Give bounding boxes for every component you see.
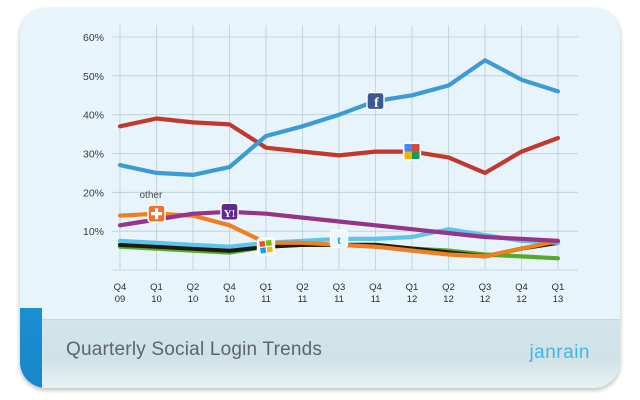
svg-text:f: f <box>374 96 379 111</box>
yahoo-icon: Y! <box>220 202 239 221</box>
x-axis-tick-year: 12 <box>516 294 527 305</box>
x-axis-tick-quarter: Q4 <box>515 282 528 293</box>
janrain-logo: janrain <box>529 342 590 363</box>
chart-plot-area: 10% 20% 30% 40% 50% 60% Q4 09 Q1 10 Q2 10 Q4 10 Q1 11 Q2… <box>20 8 620 318</box>
y-axis-tick: 50% <box>83 71 104 83</box>
x-axis-tick-year: 12 <box>407 294 418 305</box>
x-axis-tick-year: 12 <box>480 294 491 305</box>
y-axis-tick: 20% <box>83 187 104 199</box>
twitter-icon: t <box>329 229 349 249</box>
x-axis-tick-year: 10 <box>151 294 162 305</box>
footer-banner: Quarterly Social Login Trends janrain <box>20 308 620 388</box>
x-axis-tick-year: 11 <box>261 294 271 305</box>
x-axis-tick-quarter: Q2 <box>296 282 309 293</box>
svg-text:Y!: Y! <box>224 208 236 220</box>
series-line-google <box>117 116 561 175</box>
x-axis-tick-year: 11 <box>298 294 308 305</box>
x-axis-tick-year: 13 <box>553 294 564 305</box>
x-axis-tick-quarter: Q1 <box>552 282 565 293</box>
y-axis-tick: 30% <box>83 149 104 161</box>
y-axis-tick: 40% <box>83 110 104 122</box>
facebook-icon: f <box>366 91 385 111</box>
google-icon <box>402 142 422 161</box>
windows-live-icon <box>256 237 276 256</box>
x-axis-tick-quarter: Q2 <box>187 282 200 293</box>
x-axis-tick-quarter: Q4 <box>114 282 127 293</box>
x-axis-tick-year: 09 <box>115 294 126 305</box>
annotation-other-label: other <box>140 190 163 201</box>
x-axis-tick-quarter: Q4 <box>223 282 236 293</box>
series-line-facebook <box>117 58 561 177</box>
y-axis-tick: 60% <box>83 32 104 44</box>
x-axis-tick-year: 10 <box>188 294 199 305</box>
chart-card: 10% 20% 30% 40% 50% 60% Q4 09 Q1 10 Q2 10 Q4 10 Q1 11 Q2… <box>20 8 620 388</box>
x-axis-tick-quarter: Q2 <box>442 282 455 293</box>
trend-line-chart: 10%20%30%40%50%60%Q409Q110Q210Q410Q111Q2… <box>83 25 578 305</box>
x-axis-tick-quarter: Q3 <box>479 282 492 293</box>
other-plus-icon <box>147 204 166 223</box>
x-axis-tick-quarter: Q3 <box>333 282 346 293</box>
x-axis-tick-year: 11 <box>334 294 344 305</box>
x-axis-tick-year: 12 <box>443 294 454 305</box>
series-line-yahoo <box>117 209 561 243</box>
svg-text:t: t <box>337 233 341 247</box>
y-axis-tick: 10% <box>83 226 104 238</box>
x-axis-tick-quarter: Q4 <box>369 282 382 293</box>
x-axis-tick-quarter: Q1 <box>260 282 273 293</box>
x-axis-tick-quarter: Q1 <box>150 282 163 293</box>
page-title: Quarterly Social Login Trends <box>66 339 323 360</box>
banner-accent-bar <box>20 308 42 388</box>
x-axis-tick-year: 10 <box>224 294 235 305</box>
x-axis-tick-quarter: Q1 <box>406 282 419 293</box>
x-axis-tick-year: 11 <box>371 294 381 305</box>
